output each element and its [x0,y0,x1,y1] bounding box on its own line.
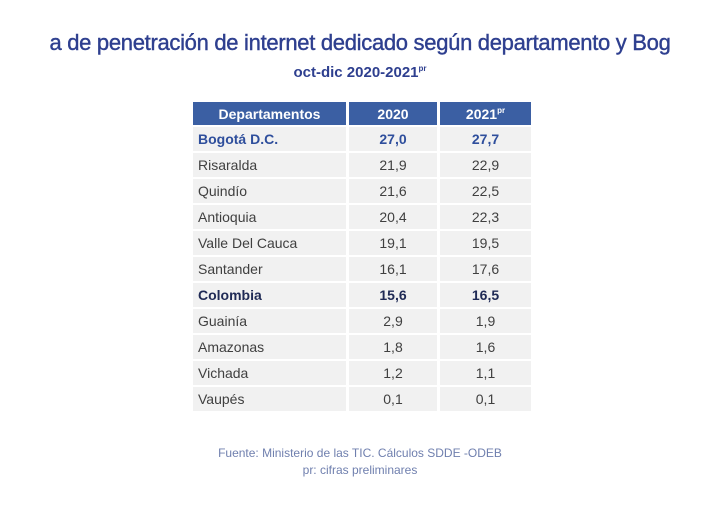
row-name: Amazonas [193,335,346,359]
table-row: Risaralda 21,9 22,9 [193,153,531,177]
row-value-2020: 27,0 [349,127,437,151]
row-value-2021: 1,1 [440,361,531,385]
data-table: Departamentos 2020 2021pr Bogotá D.C. 27,… [190,100,534,413]
row-value-2021: 16,5 [440,283,531,307]
row-value-2021: 22,5 [440,179,531,203]
subtitle-superscript: pr [418,64,427,73]
row-value-2020: 21,6 [349,179,437,203]
row-name: Vaupés [193,387,346,411]
table-row: Bogotá D.C. 27,0 27,7 [193,127,531,151]
source-line: Fuente: Ministerio de las TIC. Cálculos … [218,446,502,460]
row-name: Vichada [193,361,346,385]
row-value-2020: 21,9 [349,153,437,177]
page-subtitle: oct-dic 2020-2021pr [0,64,720,81]
row-value-2021: 1,9 [440,309,531,333]
row-value-2020: 1,8 [349,335,437,359]
table-row: Vichada 1,2 1,1 [193,361,531,385]
row-value-2021: 17,6 [440,257,531,281]
row-value-2020: 2,9 [349,309,437,333]
row-name: Antioquia [193,205,346,229]
row-value-2020: 0,1 [349,387,437,411]
table-header-row: Departamentos 2020 2021pr [193,102,531,125]
table-row: Amazonas 1,8 1,6 [193,335,531,359]
preliminary-note: pr: cifras preliminares [302,463,418,477]
table-row: Colombia 15,6 16,5 [193,283,531,307]
header-departamentos: Departamentos [193,102,346,125]
row-value-2020: 1,2 [349,361,437,385]
row-name: Colombia [193,283,346,307]
header-2020: 2020 [349,102,437,125]
row-value-2020: 16,1 [349,257,437,281]
header-2021: 2021pr [440,102,531,125]
row-name: Bogotá D.C. [193,127,346,151]
row-value-2021: 27,7 [440,127,531,151]
row-name: Guainía [193,309,346,333]
page-title: a de penetración de internet dedicado se… [49,30,671,55]
header-superscript: pr [497,105,506,115]
row-value-2021: 0,1 [440,387,531,411]
subtitle-text: oct-dic 2020-2021 [293,64,419,81]
table-row: Vaupés 0,1 0,1 [193,387,531,411]
row-value-2021: 22,9 [440,153,531,177]
table-row: Antioquia 20,4 22,3 [193,205,531,229]
table-row: Valle Del Cauca 19,1 19,5 [193,231,531,255]
table-row: Guainía 2,9 1,9 [193,309,531,333]
row-value-2020: 20,4 [349,205,437,229]
row-value-2021: 22,3 [440,205,531,229]
row-name: Valle Del Cauca [193,231,346,255]
row-value-2021: 19,5 [440,231,531,255]
row-name: Risaralda [193,153,346,177]
row-name: Quindío [193,179,346,203]
row-name: Santander [193,257,346,281]
source-note: Fuente: Ministerio de las TIC. Cálculos … [0,445,720,479]
table-row: Quindío 21,6 22,5 [193,179,531,203]
row-value-2021: 1,6 [440,335,531,359]
header-2021-text: 2021 [465,105,498,122]
row-value-2020: 19,1 [349,231,437,255]
table-row: Santander 16,1 17,6 [193,257,531,281]
row-value-2020: 15,6 [349,283,437,307]
